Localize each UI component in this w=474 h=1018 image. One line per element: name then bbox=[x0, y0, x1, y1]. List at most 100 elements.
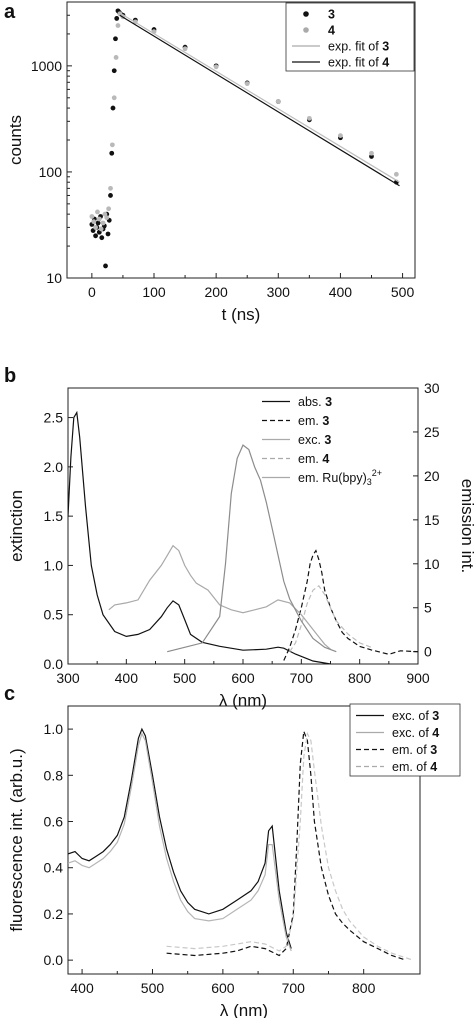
y2-axis-label: emission int. bbox=[458, 479, 474, 573]
data-point bbox=[108, 185, 113, 191]
series-abs-3-line bbox=[68, 410, 331, 664]
x-tick-label: 700 bbox=[290, 670, 314, 686]
legend-label: 4 bbox=[328, 24, 335, 38]
legend-label: exc. of 4 bbox=[392, 726, 439, 740]
series-em-4-line bbox=[289, 584, 372, 653]
data-point bbox=[213, 64, 219, 70]
y-tick-label: 1.0 bbox=[44, 557, 64, 573]
legend-item: exc. 3 bbox=[262, 433, 331, 447]
legend-item: abs. 3 bbox=[262, 395, 332, 409]
legend-label: exc. of 3 bbox=[392, 709, 439, 723]
data-point bbox=[117, 11, 123, 17]
series-em-of-4-line bbox=[166, 731, 414, 961]
legend-item: em. of 4 bbox=[356, 760, 437, 774]
legend-label: exp. fit of 3 bbox=[328, 40, 389, 54]
data-point bbox=[91, 219, 97, 225]
x-tick-label: 500 bbox=[173, 670, 197, 686]
legend-label: em. of 4 bbox=[392, 760, 437, 774]
legend: abs. 3 em. 3 exc. 3 em. 4 em. Ru(bpy)32+ bbox=[262, 395, 382, 487]
y2-tick-label: 5 bbox=[424, 600, 432, 616]
legend: 3 4 exp. fit of 3 exp. fit of 4 bbox=[285, 2, 415, 72]
panel-label: c bbox=[4, 683, 15, 705]
data-point bbox=[105, 231, 111, 237]
data-point bbox=[182, 46, 188, 52]
x-tick-label: 500 bbox=[391, 284, 415, 300]
x-tick-label: 100 bbox=[142, 284, 166, 300]
data-point bbox=[93, 233, 98, 239]
data-point bbox=[393, 171, 399, 177]
legend-item: exc. of 4 bbox=[356, 726, 439, 740]
y-tick-label: 0.8 bbox=[44, 767, 64, 783]
data-point bbox=[244, 81, 250, 87]
panel-label: a bbox=[4, 1, 16, 23]
data-point bbox=[100, 220, 106, 226]
data-point bbox=[111, 95, 117, 101]
y-tick-label: 10 bbox=[46, 270, 62, 286]
x-axis-label: λ (nm) bbox=[219, 691, 267, 710]
y2-tick-label: 15 bbox=[424, 512, 440, 528]
x-axis-label: λ (nm) bbox=[220, 1001, 268, 1018]
plot-area bbox=[68, 727, 414, 961]
y2-tick-label: 10 bbox=[424, 556, 440, 572]
data-point bbox=[111, 68, 117, 74]
y-tick-label: 0.0 bbox=[44, 952, 64, 968]
legend-label: em. of 3 bbox=[392, 743, 437, 757]
legend-marker bbox=[303, 27, 309, 33]
x-tick-label: 800 bbox=[352, 980, 376, 996]
series-exc-3-line bbox=[108, 544, 331, 650]
data-point bbox=[89, 214, 95, 219]
plot-area bbox=[68, 410, 418, 664]
x-axis-label: t (ns) bbox=[222, 305, 261, 324]
data-point bbox=[99, 235, 105, 241]
legend-item: em. 4 bbox=[262, 452, 329, 466]
y-tick-label: 2.0 bbox=[44, 459, 64, 475]
y-tick-label: 1.0 bbox=[44, 721, 64, 737]
data-point bbox=[108, 193, 113, 198]
legend-label: em. 3 bbox=[298, 414, 329, 428]
x-tick-label: 400 bbox=[70, 980, 94, 996]
series-em-ru-bpy-3-2-line bbox=[167, 444, 337, 653]
legend-item: 4 bbox=[303, 24, 335, 38]
data-point bbox=[102, 211, 108, 217]
y-tick-label: 0.2 bbox=[44, 906, 64, 922]
x-tick-label: 500 bbox=[141, 980, 165, 996]
legend-item: 3 bbox=[303, 8, 335, 22]
plot-frame bbox=[67, 387, 419, 665]
y2-tick-label: 0 bbox=[424, 644, 432, 660]
y-axis-label: extinction bbox=[7, 490, 26, 562]
data-point bbox=[95, 209, 100, 215]
data-point bbox=[338, 133, 343, 139]
chart-panel-c: 400 500 600 700 800 0.0 0.2 0.4 0.6 0.8 1.0 λ (nm) f… bbox=[4, 683, 461, 1018]
data-point bbox=[109, 142, 115, 148]
legend-item: exc. of 3 bbox=[356, 709, 439, 723]
series-exc-of-3-line bbox=[68, 727, 292, 949]
y-tick-label: 0.4 bbox=[44, 860, 64, 876]
legend-item: em. 3 bbox=[262, 414, 329, 428]
y-tick-label: 0.0 bbox=[44, 656, 64, 672]
data-point bbox=[275, 99, 281, 105]
y2-tick-label: 20 bbox=[424, 468, 440, 484]
x-tick-label: 700 bbox=[282, 980, 306, 996]
data-point bbox=[369, 150, 374, 156]
y-tick-label: 1000 bbox=[31, 58, 62, 74]
chart-panel-a: 0 100 200 300 400 500 10 100 1000 t (ns) counts a 3 4… bbox=[4, 1, 416, 324]
plot-frame bbox=[67, 705, 421, 975]
y2-tick-label: 25 bbox=[424, 424, 440, 440]
data-point bbox=[113, 55, 119, 60]
legend-label: exp. fit of 4 bbox=[328, 56, 389, 70]
data-point bbox=[110, 105, 116, 111]
legend-item: em. Ru(bpy)32+ bbox=[262, 468, 382, 487]
y2-tick-label: 30 bbox=[424, 380, 440, 396]
y-tick-label: 0.6 bbox=[44, 814, 64, 830]
data-point bbox=[98, 226, 104, 232]
legend-label: abs. 3 bbox=[298, 395, 332, 409]
y-tick-label: 0.5 bbox=[44, 607, 64, 623]
x-tick-label: 400 bbox=[115, 670, 139, 686]
data-point bbox=[115, 23, 121, 28]
data-point bbox=[93, 224, 98, 230]
data-point bbox=[104, 215, 110, 221]
data-point bbox=[106, 206, 112, 212]
legend-marker bbox=[303, 11, 309, 17]
x-tick-label: 300 bbox=[56, 670, 80, 686]
